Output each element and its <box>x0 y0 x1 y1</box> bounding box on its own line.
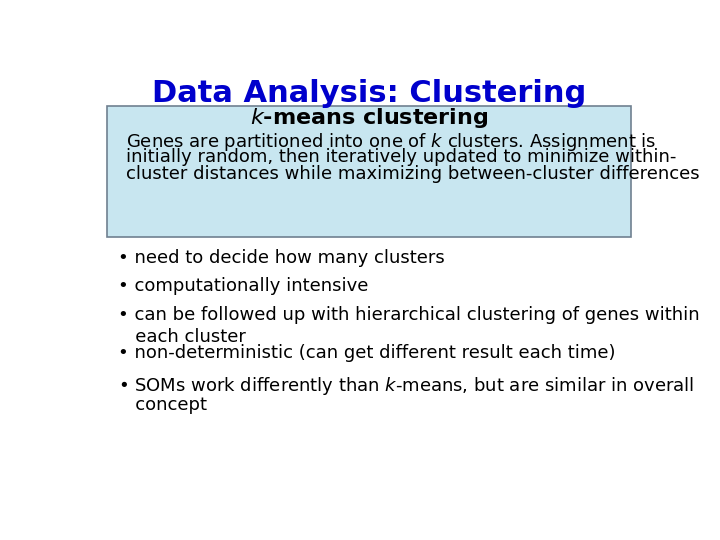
Text: • non-deterministic (can get different result each time): • non-deterministic (can get different r… <box>118 344 616 362</box>
FancyBboxPatch shape <box>107 106 631 238</box>
Text: cluster distances while maximizing between-cluster differences: cluster distances while maximizing betwe… <box>126 165 700 183</box>
Text: • computationally intensive: • computationally intensive <box>118 277 368 295</box>
Text: • SOMs work differently than $\it{k}$-means, but are similar in overall: • SOMs work differently than $\it{k}$-me… <box>118 375 694 396</box>
Text: Data Analysis: Clustering: Data Analysis: Clustering <box>152 79 586 109</box>
Text: initially random, then iteratively updated to minimize within-: initially random, then iteratively updat… <box>126 148 677 166</box>
Text: • can be followed up with hierarchical clustering of genes within: • can be followed up with hierarchical c… <box>118 306 700 324</box>
Text: concept: concept <box>118 396 207 414</box>
Text: Genes are partitioned into one of $\it{k}$ clusters. Assignment is: Genes are partitioned into one of $\it{k… <box>126 131 657 153</box>
Text: each cluster: each cluster <box>118 328 246 346</box>
Text: • need to decide how many clusters: • need to decide how many clusters <box>118 248 445 267</box>
Text: $\it{k}$-means clustering: $\it{k}$-means clustering <box>250 106 488 130</box>
